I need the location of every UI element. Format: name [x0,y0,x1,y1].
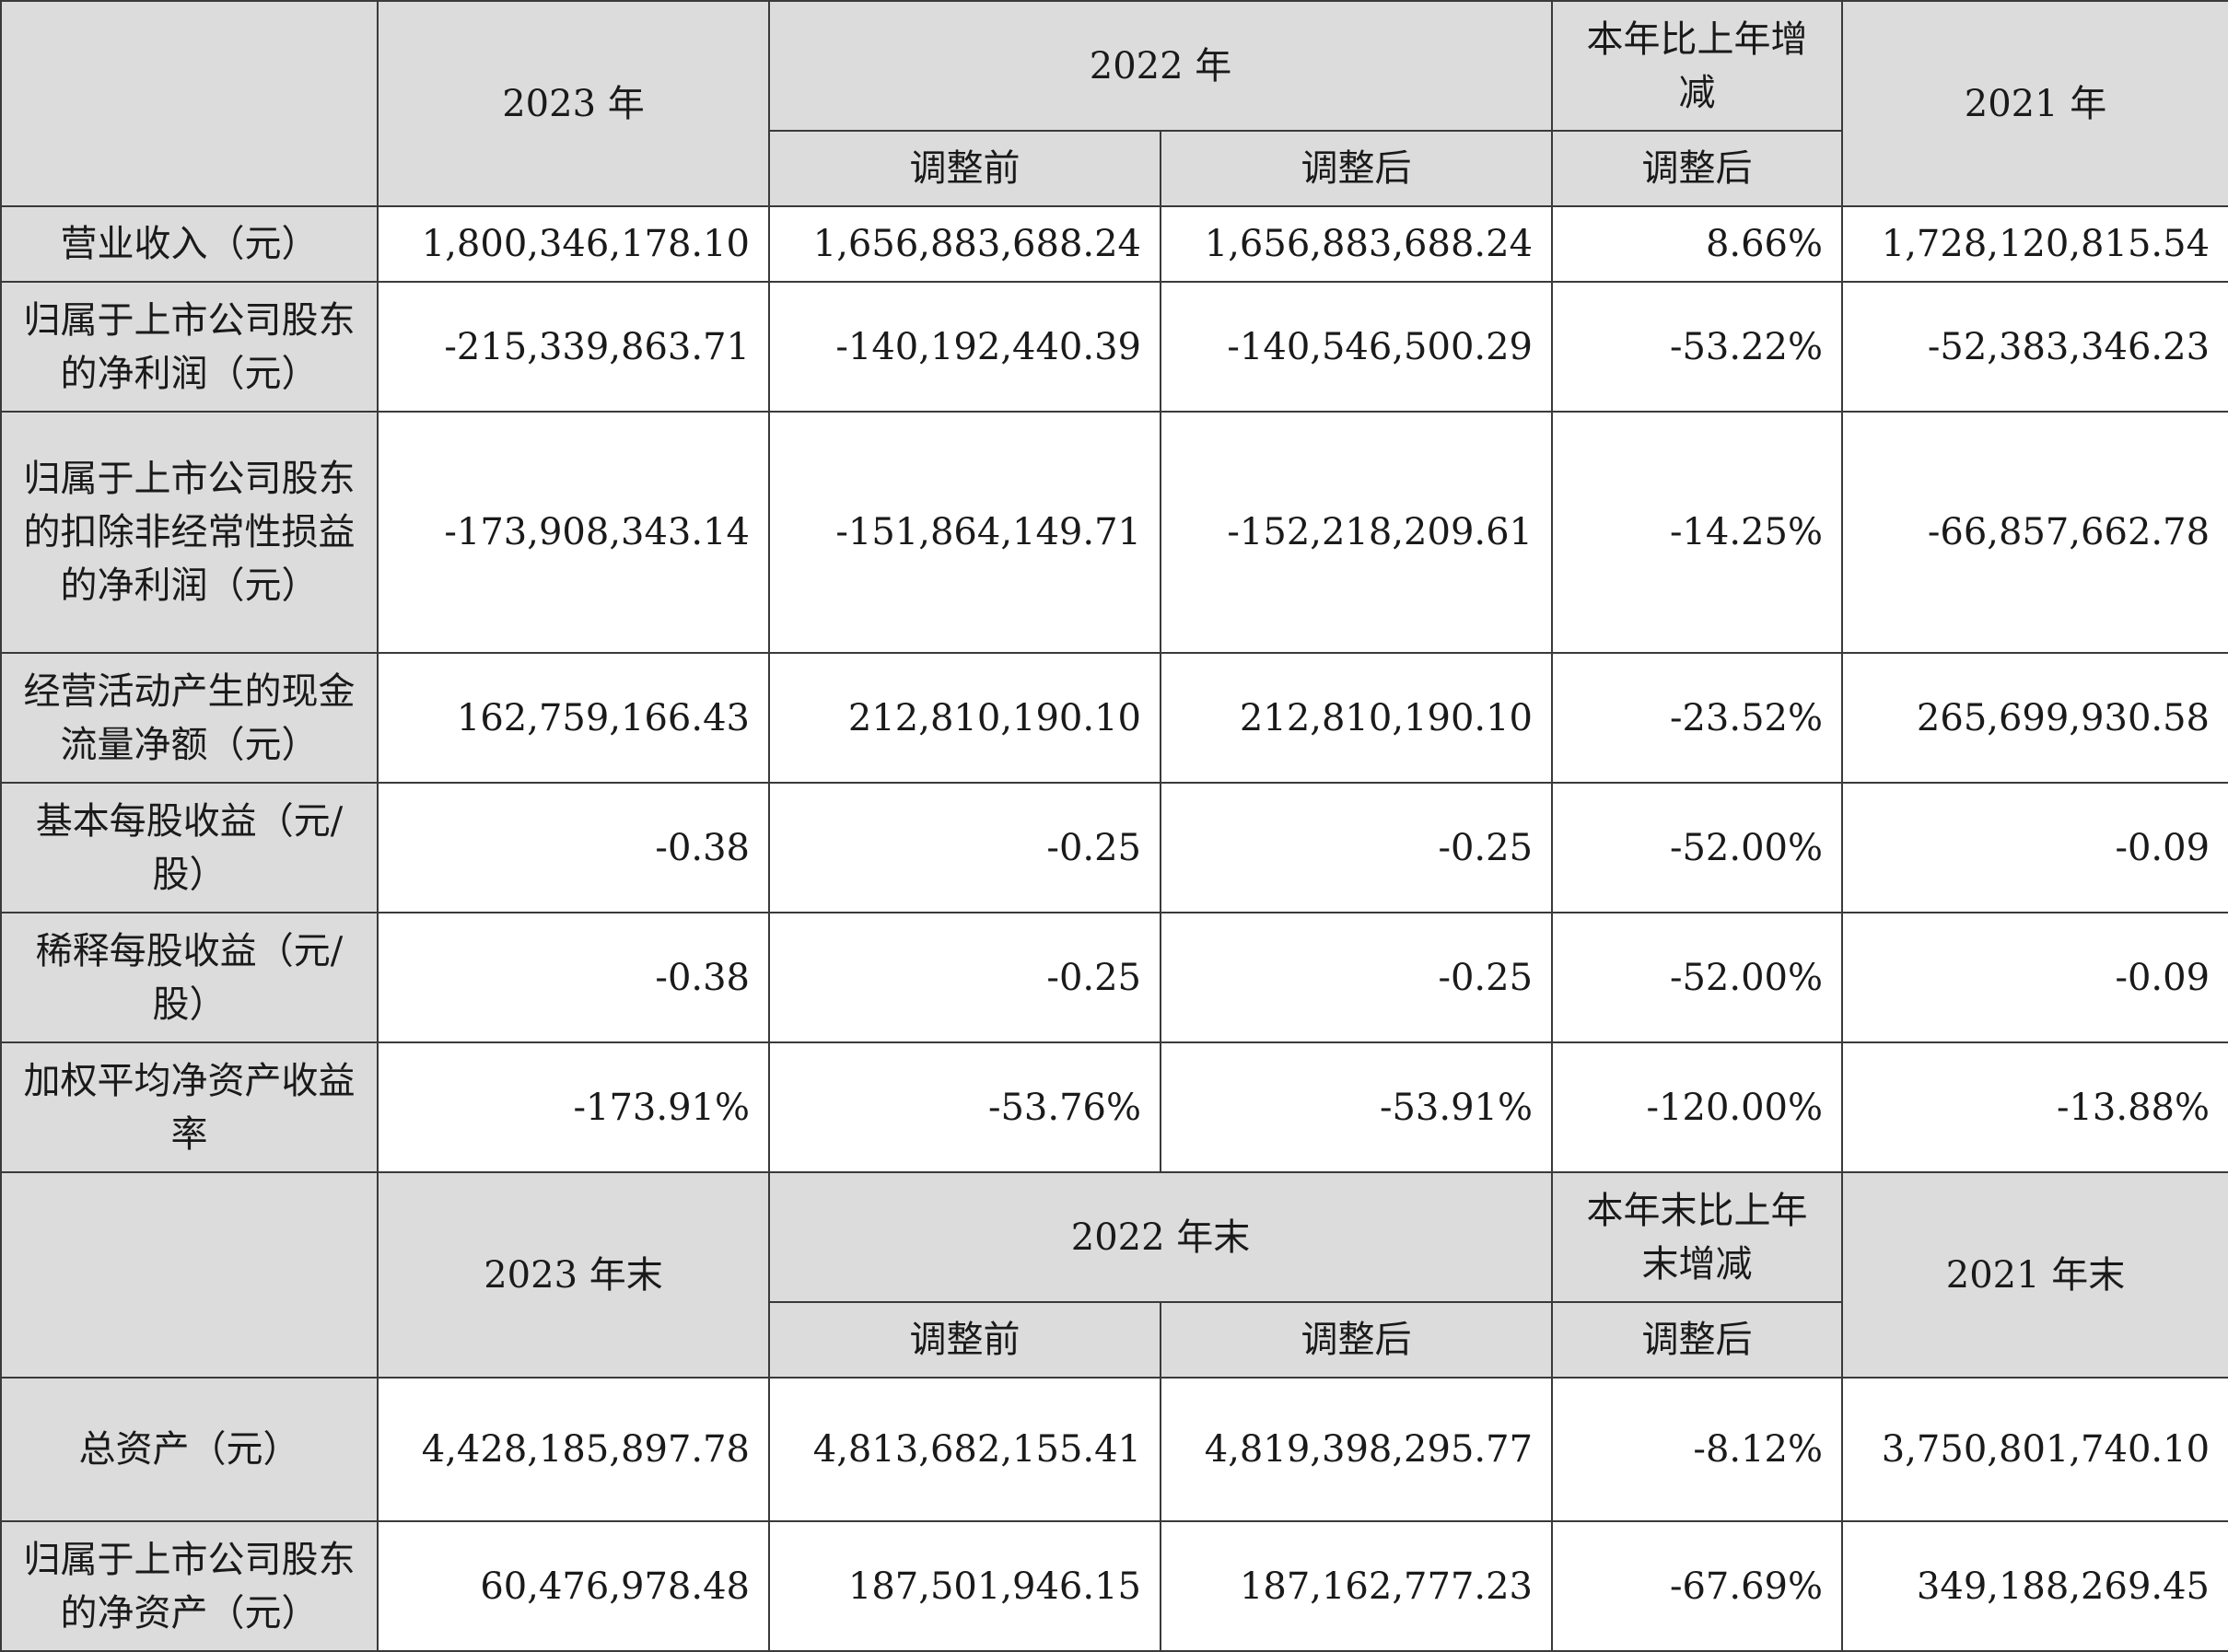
col-header-2022-end: 2022 年末 [767,1171,1554,1303]
value-2023: 4,428,185,897.78 [377,1377,770,1522]
value-2023: 1,800,346,178.10 [377,205,770,283]
value-2022-before: 1,656,883,688.24 [768,205,1161,283]
row-label: 基本每股收益（元/股） [0,782,379,913]
value-2021: -52,383,346.23 [1841,281,2228,413]
value-2023: -173.91% [377,1041,770,1173]
value-change: -52.00% [1551,912,1844,1043]
value-change: -53.22% [1551,281,1844,413]
row-label: 稀释每股收益（元/股） [0,912,379,1043]
value-change: -23.52% [1551,652,1844,784]
value-2022-before: -53.76% [768,1041,1161,1173]
value-2022-after: -152,218,209.61 [1159,411,1554,654]
row-label: 经营活动产生的现金流量净额（元） [0,652,379,784]
value-2022-after: 187,162,777.23 [1159,1520,1554,1652]
sub-header-after: 调整后 [1159,1301,1554,1379]
header-row-2a: 2023 年末 2022 年末 本年末比上年末增减 2021 年末 [0,1171,2228,1379]
value-2022-before: -0.25 [768,782,1161,913]
table-row: 归属于上市公司股东的扣除非经常性损益的净利润（元） -173,908,343.1… [0,411,2228,654]
value-2022-after: 4,819,398,295.77 [1159,1377,1554,1522]
row-label: 归属于上市公司股东的净利润（元） [0,281,379,413]
value-2022-after: 212,810,190.10 [1159,652,1554,784]
value-2021: 265,699,930.58 [1841,652,2228,784]
value-change: -67.69% [1551,1520,1844,1652]
value-2022-before: 212,810,190.10 [768,652,1161,784]
header-row-1b: 调整前 调整后 调整后 [1,130,2228,207]
value-change: 8.66% [1551,205,1844,283]
sub-header-before: 调整前 [768,1301,1161,1379]
value-change: -14.25% [1551,411,1844,654]
table-row: 加权平均净资产收益率 -173.91% -53.76% -53.91% -120… [0,1041,2228,1173]
value-2022-after: -53.91% [1159,1041,1554,1173]
value-2023: -173,908,343.14 [377,411,770,654]
value-2022-after: -140,546,500.29 [1159,281,1554,413]
value-2021: 349,188,269.45 [1841,1520,2228,1652]
value-change: -120.00% [1551,1041,1844,1173]
col-header-change-end: 本年末比上年末增减 [1551,1171,1844,1303]
value-2022-before: -0.25 [768,912,1161,1043]
col-header-2023: 2023 年 [377,0,770,207]
value-2023: -0.38 [377,782,770,913]
value-2023: 60,476,978.48 [377,1520,770,1652]
value-2022-after: -0.25 [1159,912,1554,1043]
value-change: -52.00% [1551,782,1844,913]
value-2021: -0.09 [1841,782,2228,913]
value-2021: -66,857,662.78 [1841,411,2228,654]
row-label: 总资产（元） [0,1377,379,1522]
table-row: 营业收入（元） 1,800,346,178.10 1,656,883,688.2… [0,205,2228,283]
row-label: 营业收入（元） [0,205,379,283]
table-row: 基本每股收益（元/股） -0.38 -0.25 -0.25 -52.00% -0… [0,782,2228,913]
value-2023: -215,339,863.71 [377,281,770,413]
value-2022-after: 1,656,883,688.24 [1159,205,1554,283]
table-row: 归属于上市公司股东的净资产（元） 60,476,978.48 187,501,9… [0,1520,2228,1652]
sub-header-after: 调整后 [1159,130,1554,207]
row-label: 加权平均净资产收益率 [0,1041,379,1173]
table-row: 稀释每股收益（元/股） -0.38 -0.25 -0.25 -52.00% -0… [0,912,2228,1043]
table-row: 总资产（元） 4,428,185,897.78 4,813,682,155.41… [0,1377,2228,1522]
col-header-2022: 2022 年 [767,0,1554,132]
col-header-2023-end: 2023 年末 [377,1171,770,1379]
value-2022-before: 187,501,946.15 [768,1520,1161,1652]
row-label: 归属于上市公司股东的净资产（元） [0,1520,379,1652]
corner-cell [0,0,379,207]
sub-header-before: 调整前 [768,130,1161,207]
value-2022-before: -140,192,440.39 [768,281,1161,413]
sub-header-change-after: 调整后 [1551,130,1844,207]
value-2023: -0.38 [377,912,770,1043]
table-row: 归属于上市公司股东的净利润（元） -215,339,863.71 -140,19… [0,281,2228,413]
sub-header-change-after: 调整后 [1551,1301,1844,1379]
value-2021: 3,750,801,740.10 [1841,1377,2228,1522]
col-header-2021-end: 2021 年末 [1841,1171,2228,1379]
value-2021: -0.09 [1841,912,2228,1043]
row-label: 归属于上市公司股东的扣除非经常性损益的净利润（元） [0,411,379,654]
value-2021: 1,728,120,815.54 [1841,205,2228,283]
corner-cell [0,1171,379,1379]
value-change: -8.12% [1551,1377,1844,1522]
col-header-change: 本年比上年增减 [1551,0,1844,132]
header-row-2b: 调整前 调整后 调整后 [1,1301,2228,1379]
value-2022-after: -0.25 [1159,782,1554,913]
header-row-1a: 2023 年 2022 年 本年比上年增减 2021 年 [0,0,2228,207]
value-2023: 162,759,166.43 [377,652,770,784]
col-header-2021: 2021 年 [1841,0,2228,207]
value-2022-before: -151,864,149.71 [768,411,1161,654]
table-row: 经营活动产生的现金流量净额（元） 162,759,166.43 212,810,… [0,652,2228,784]
value-2021: -13.88% [1841,1041,2228,1173]
value-2022-before: 4,813,682,155.41 [768,1377,1161,1522]
